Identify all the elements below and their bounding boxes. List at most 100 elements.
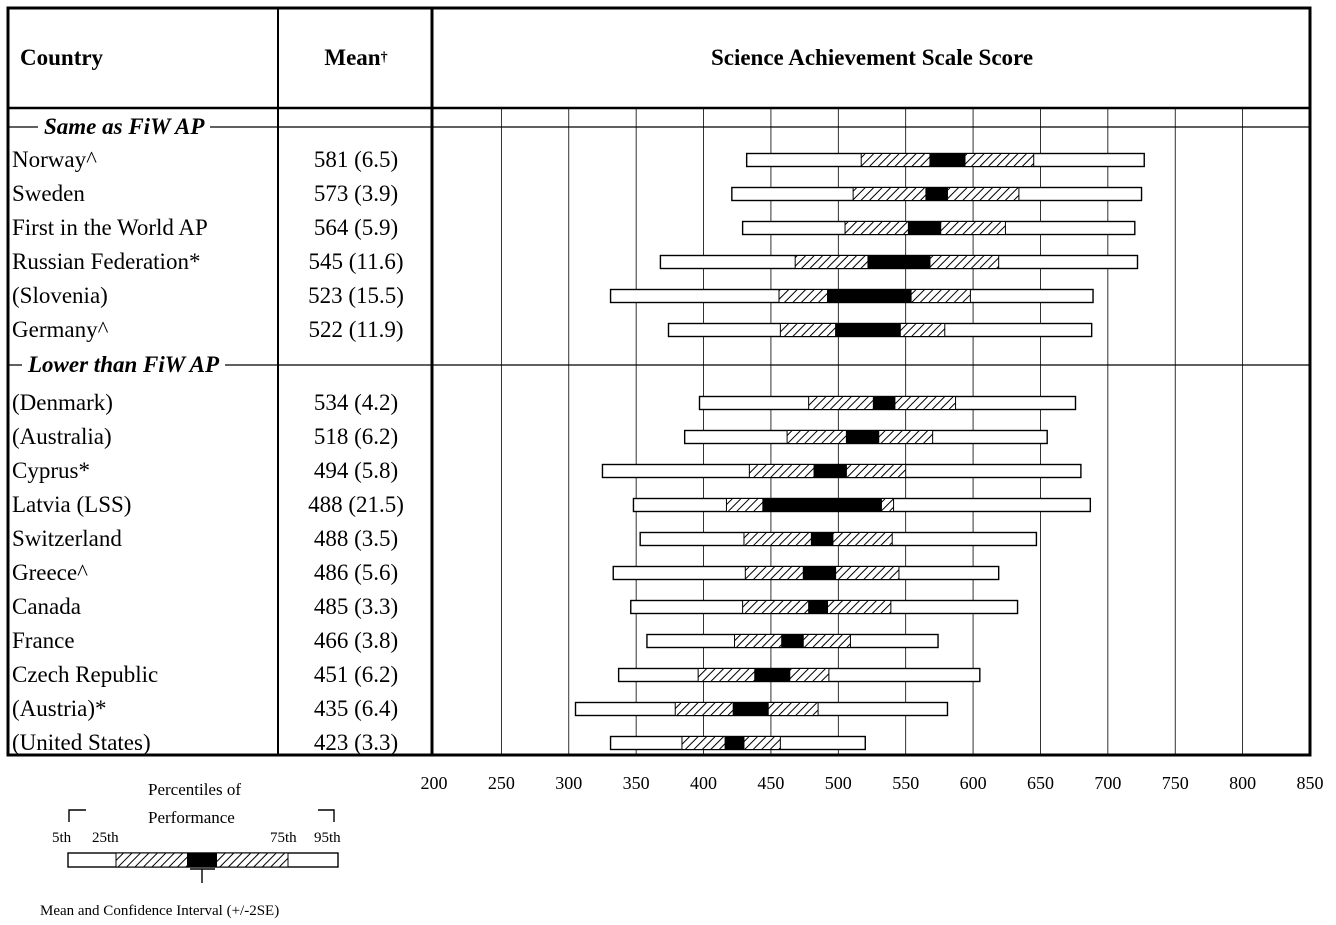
bar-mean-ci xyxy=(925,187,948,201)
group-label-lower: Lower than FiW AP xyxy=(22,350,226,380)
country-label: Cyprus* xyxy=(12,458,90,483)
bar-row xyxy=(639,531,1038,547)
country-label: (United States) xyxy=(12,730,151,755)
legend-bar-ci xyxy=(187,853,217,867)
legend-mean-marker xyxy=(190,868,215,883)
legend-p95: 95th xyxy=(314,830,341,846)
mean-label: 545 (11.6) xyxy=(308,249,404,274)
legend-p75: 75th xyxy=(270,830,297,846)
outer-border xyxy=(6,6,1312,757)
bar-row xyxy=(667,322,1093,338)
bar-row xyxy=(574,701,949,717)
bar-row xyxy=(601,463,1082,479)
bar-mean-ci xyxy=(754,668,791,682)
bar-row xyxy=(609,288,1094,304)
country-label: France xyxy=(12,628,75,653)
country-label: (Austria)* xyxy=(12,696,107,721)
bar-row xyxy=(731,186,1143,202)
mean-label: 523 (15.5) xyxy=(308,283,404,308)
bar-row xyxy=(632,497,1092,513)
legend-bracket-right xyxy=(318,809,335,822)
country-label: Norway^ xyxy=(12,147,97,172)
bar-mean-ci xyxy=(808,600,829,614)
country-label: Latvia (LSS) xyxy=(12,492,132,517)
x-tick-label: 550 xyxy=(892,773,920,793)
x-tick-label: 600 xyxy=(959,773,987,793)
header-mean-label: Mean xyxy=(324,45,381,70)
bar-row xyxy=(612,565,1000,581)
header-country: Country xyxy=(20,45,104,70)
mean-label: 522 (11.9) xyxy=(308,317,404,342)
bar-mean-ci xyxy=(802,566,837,580)
bar-mean-ci xyxy=(845,430,880,444)
country-label: Germany^ xyxy=(12,317,109,342)
bar-row xyxy=(745,152,1145,168)
legend-graphic xyxy=(67,809,339,883)
bar-mean-ci xyxy=(872,396,896,410)
mean-label: 488 (21.5) xyxy=(308,492,404,517)
x-tick-label: 250 xyxy=(487,773,515,793)
country-label: Czech Republic xyxy=(12,662,159,687)
bar-mean-ci xyxy=(762,498,882,512)
x-tick-label: 200 xyxy=(420,773,448,793)
country-label: Russian Federation* xyxy=(12,249,201,274)
bar-row xyxy=(630,599,1019,615)
x-tick-label: 750 xyxy=(1161,773,1189,793)
bar-row xyxy=(659,254,1139,270)
bar-row xyxy=(609,735,866,751)
mean-label: 534 (4.2) xyxy=(313,390,399,415)
x-tick-label: 350 xyxy=(622,773,650,793)
header-mean-mark: † xyxy=(380,50,388,65)
legend-title-line2: Performance xyxy=(148,808,235,827)
mean-label: 581 (6.5) xyxy=(313,147,399,172)
bar-mean-ci xyxy=(732,702,769,716)
x-tick-label: 300 xyxy=(555,773,583,793)
bar-mean-ci xyxy=(867,255,931,269)
bar-row xyxy=(617,667,981,683)
x-tick-label: 500 xyxy=(824,773,852,793)
mean-label: 564 (5.9) xyxy=(313,215,399,240)
legend-p5: 5th xyxy=(52,830,72,846)
header-mean: Mean † xyxy=(280,8,432,108)
bar-row xyxy=(698,395,1077,411)
bars-layer xyxy=(574,152,1145,751)
country-label: Sweden xyxy=(12,181,85,206)
x-tick-label: 800 xyxy=(1229,773,1257,793)
country-label: Switzerland xyxy=(12,526,122,551)
bar-mean-ci xyxy=(835,323,901,337)
bar-mean-ci xyxy=(929,153,966,167)
x-tick-label: 700 xyxy=(1094,773,1122,793)
mean-label: 435 (6.4) xyxy=(313,696,399,721)
bar-row xyxy=(741,220,1136,236)
mean-label: 485 (3.3) xyxy=(313,594,399,619)
x-tick-label: 650 xyxy=(1026,773,1054,793)
country-label: (Slovenia) xyxy=(12,283,108,308)
mean-label: 451 (6.2) xyxy=(313,662,399,687)
legend-title-line1: Percentiles of xyxy=(148,780,241,799)
bar-mean-ci xyxy=(907,221,942,235)
x-tick-label: 850 xyxy=(1296,773,1324,793)
mean-label: 518 (6.2) xyxy=(313,424,399,449)
x-tick-label: 400 xyxy=(690,773,718,793)
legend-bracket-left xyxy=(68,809,86,822)
x-tick-label: 450 xyxy=(757,773,785,793)
mean-label: 423 (3.3) xyxy=(313,730,399,755)
country-label: (Denmark) xyxy=(12,390,113,415)
bar-mean-ci xyxy=(810,532,834,546)
mean-label: 573 (3.9) xyxy=(313,181,399,206)
country-label: Greece^ xyxy=(12,560,88,585)
mean-label: 494 (5.8) xyxy=(313,458,399,483)
bar-mean-ci xyxy=(813,464,847,478)
mean-label: 488 (3.5) xyxy=(313,526,399,551)
country-label: (Australia) xyxy=(12,424,112,449)
legend-p25: 25th xyxy=(92,830,119,846)
group-label-same: Same as FiW AP xyxy=(38,112,211,142)
mean-label: 486 (5.6) xyxy=(313,560,399,585)
bar-row xyxy=(646,633,939,649)
country-label: Canada xyxy=(12,594,81,619)
bar-mean-ci xyxy=(781,634,804,648)
country-label: First in the World AP xyxy=(12,215,208,240)
mean-label: 466 (3.8) xyxy=(313,628,399,653)
